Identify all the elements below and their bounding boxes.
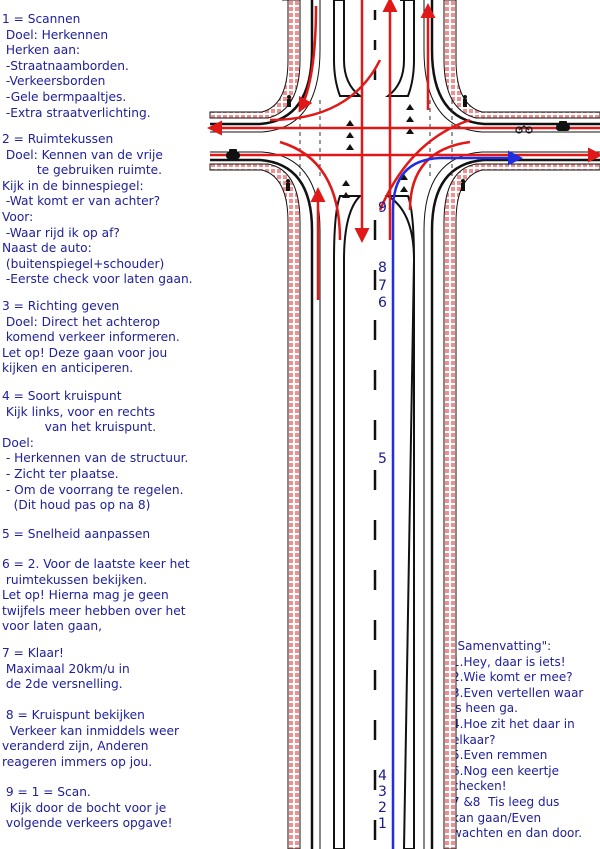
step-9: 9 — [378, 200, 387, 216]
step-1: 1 — [378, 816, 387, 832]
pedestrian-icon — [461, 179, 465, 191]
give-way-marks — [342, 104, 414, 198]
car-icon — [226, 149, 240, 159]
step-5: 5 — [378, 451, 387, 467]
route-step-numbers: 9 8 7 6 5 4 3 2 1 — [378, 200, 387, 832]
step-8: 8 — [378, 260, 387, 276]
step-7: 7 — [378, 278, 387, 294]
step-4: 4 — [378, 768, 387, 784]
pedestrian-icon — [286, 179, 290, 191]
car-icon — [556, 121, 570, 131]
step-2: 2 — [378, 800, 387, 816]
step-3: 3 — [378, 784, 387, 800]
pedestrian-icon — [287, 95, 291, 107]
pedestrian-icon — [463, 95, 467, 107]
step-6: 6 — [378, 295, 387, 311]
